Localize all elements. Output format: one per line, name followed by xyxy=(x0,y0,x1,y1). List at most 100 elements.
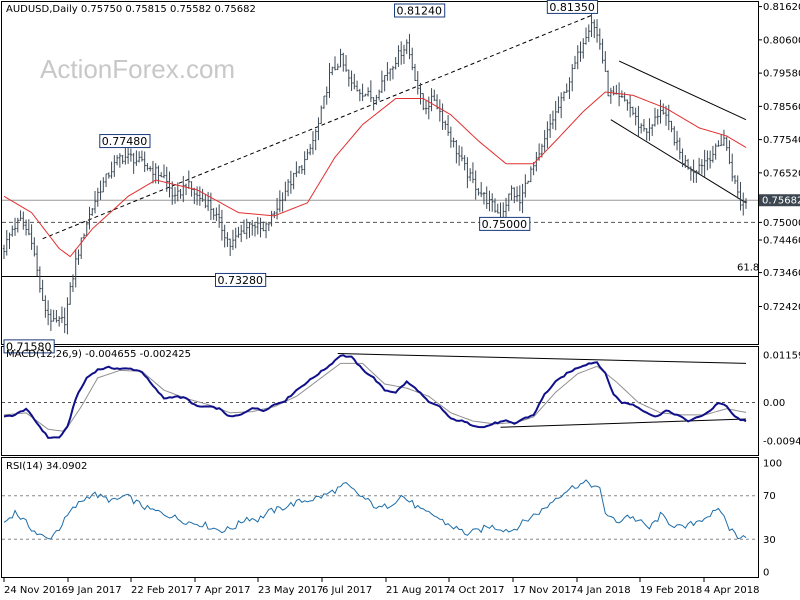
price-bar xyxy=(518,185,522,212)
price-bar xyxy=(482,191,486,205)
price-bar xyxy=(391,65,395,80)
price-bar xyxy=(703,149,706,177)
price-bar xyxy=(582,38,585,59)
price-label-box xyxy=(3,339,55,354)
price-bar xyxy=(38,266,42,293)
price-bar xyxy=(52,309,55,322)
price-bar xyxy=(689,166,693,181)
price-bar xyxy=(579,41,582,62)
price-bar xyxy=(369,80,373,103)
price-bar xyxy=(639,123,643,134)
price-bar xyxy=(297,166,301,174)
price-bar xyxy=(419,82,422,105)
price-label: 0.81350 xyxy=(546,0,599,14)
price-bar xyxy=(524,174,527,198)
price-bar xyxy=(466,157,469,189)
price-bar xyxy=(35,245,39,277)
price-bar xyxy=(124,148,127,165)
price-bar xyxy=(573,55,577,70)
price-bar xyxy=(711,145,715,163)
price-bar xyxy=(137,151,141,163)
price-bar xyxy=(427,96,430,120)
price-label-box xyxy=(546,0,599,14)
price-bar xyxy=(102,177,105,193)
price-label-box xyxy=(479,216,531,231)
price-bar xyxy=(347,69,350,87)
macd-tick-label: -0.00940 xyxy=(763,437,800,448)
price-bar xyxy=(719,134,723,147)
price-bar xyxy=(104,173,108,187)
price-bar xyxy=(96,187,99,207)
macd-line xyxy=(3,354,747,439)
price-bar xyxy=(339,48,342,68)
price-bar xyxy=(648,118,651,141)
price-tick-label: 0.75000 xyxy=(763,218,800,229)
price-bar xyxy=(135,150,138,166)
price-bar xyxy=(507,193,510,212)
price-bar xyxy=(667,104,670,131)
price-bar xyxy=(30,224,33,250)
price-bar xyxy=(237,226,240,238)
price-bar xyxy=(13,217,17,236)
price-bar xyxy=(543,130,546,152)
price-bar xyxy=(331,66,334,76)
price-bar xyxy=(739,181,742,211)
x-tick-label: 6 Jul 2017 xyxy=(322,585,372,596)
price-bar xyxy=(19,210,22,221)
price-bar xyxy=(253,223,257,237)
price-bar xyxy=(256,216,259,235)
price-bar xyxy=(460,146,464,162)
macd-tick-label: 0.01159 xyxy=(763,350,800,361)
price-bar xyxy=(642,119,646,132)
price-bar xyxy=(41,279,44,301)
rsi-tick-label: 30 xyxy=(763,535,776,546)
current-price-box xyxy=(759,194,800,207)
price-bar xyxy=(322,95,326,109)
price-bar xyxy=(306,148,309,161)
price-bar xyxy=(303,151,306,175)
price-bar xyxy=(510,185,513,201)
price-bar xyxy=(728,140,731,165)
price-bar xyxy=(295,161,298,178)
price-bar xyxy=(77,249,80,265)
price-label-text: 0.81240 xyxy=(397,4,443,17)
price-label: 0.81240 xyxy=(394,3,446,18)
price-bar xyxy=(173,187,177,204)
price-bar xyxy=(8,232,11,250)
price-label-text: 0.77480 xyxy=(102,135,148,148)
price-bar xyxy=(562,91,566,102)
price-bar xyxy=(151,160,155,184)
macd-tick-label: 0.00 xyxy=(763,398,785,409)
price-bar xyxy=(55,309,58,323)
price-bar xyxy=(529,166,533,183)
price-bar xyxy=(386,62,389,81)
price-bar xyxy=(251,220,254,236)
x-tick-label: 7 Apr 2017 xyxy=(195,585,250,596)
channel-lower-line xyxy=(610,119,747,204)
price-bar xyxy=(33,237,36,257)
price-bar xyxy=(146,163,149,171)
price-bar xyxy=(645,128,648,141)
price-bar xyxy=(160,172,163,178)
price-bar xyxy=(284,181,287,202)
price-bar xyxy=(416,71,419,95)
price-label: 0.75000 xyxy=(479,216,531,231)
price-bar xyxy=(554,100,557,131)
price-bar xyxy=(706,150,709,171)
price-bar xyxy=(16,217,19,233)
price-bar xyxy=(548,113,552,138)
price-bar xyxy=(598,28,602,50)
price-bar xyxy=(474,170,477,200)
price-bar xyxy=(193,187,196,205)
price-bar xyxy=(584,27,588,45)
price-bar xyxy=(568,77,571,99)
price-bar xyxy=(722,129,726,146)
price-bar xyxy=(377,89,381,101)
price-bar xyxy=(11,225,14,237)
macd-trend-upper xyxy=(337,353,747,364)
price-bar xyxy=(681,148,684,168)
